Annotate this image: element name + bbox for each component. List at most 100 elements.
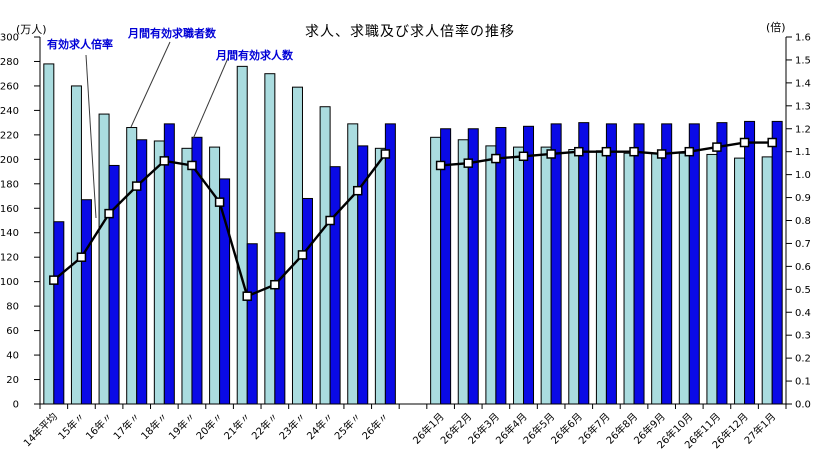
right-axis-tick-label: 1.2 bbox=[795, 124, 811, 135]
ratio-marker bbox=[656, 149, 667, 159]
seekers-bar bbox=[264, 73, 276, 405]
openings-bar bbox=[716, 122, 728, 405]
seekers-bar bbox=[623, 152, 635, 405]
ratio-marker bbox=[463, 158, 474, 168]
left-axis-tick-label: 160 bbox=[0, 204, 19, 215]
seekers-bar bbox=[126, 127, 138, 405]
ratio-marker bbox=[297, 250, 308, 260]
left-axis-tick-label: 120 bbox=[0, 253, 19, 264]
ratio-marker bbox=[601, 146, 612, 157]
category-label: 19年〃 bbox=[166, 410, 198, 442]
openings-bar bbox=[467, 128, 479, 405]
ratio-marker bbox=[684, 146, 695, 157]
openings-bar bbox=[219, 178, 231, 405]
ratio-marker bbox=[574, 146, 584, 157]
seekers-bar bbox=[236, 65, 248, 405]
left-axis-tick-label: 80 bbox=[6, 302, 19, 313]
seekers-bar bbox=[181, 147, 193, 405]
right-axis-tick-label: 0.6 bbox=[795, 262, 811, 273]
category-label: 18年〃 bbox=[138, 410, 170, 442]
left-axis-tick-label: 280 bbox=[0, 57, 19, 68]
right-axis-tick-label: 0.8 bbox=[795, 216, 811, 227]
ratio-marker bbox=[104, 208, 114, 219]
ratio-marker bbox=[131, 181, 142, 191]
right-axis-tick-label: 0.5 bbox=[795, 285, 811, 296]
seekers-bar bbox=[209, 146, 221, 405]
ratio-marker bbox=[242, 291, 252, 301]
right-axis-tick-label: 1.0 bbox=[795, 170, 811, 181]
seekers-bar bbox=[98, 113, 110, 405]
annotation-openings-label: 月間有効求人数 bbox=[216, 49, 293, 62]
ratio-marker bbox=[380, 149, 391, 159]
ratio-marker bbox=[739, 137, 750, 148]
seekers-bar bbox=[319, 106, 331, 405]
right-axis-tick-label: 1.3 bbox=[795, 101, 811, 112]
ratio-leader-line bbox=[85, 54, 97, 219]
left-axis-tick-label: 60 bbox=[6, 326, 19, 337]
category-label: 17年〃 bbox=[110, 410, 142, 442]
openings-bar bbox=[108, 164, 120, 405]
right-axis-tick-label: 0.9 bbox=[795, 193, 811, 204]
openings-bar bbox=[53, 221, 65, 405]
ratio-marker bbox=[214, 197, 225, 207]
annotation-seekers-label: 月間有効求職者数 bbox=[128, 27, 216, 40]
category-label: 14年平均 bbox=[21, 410, 60, 449]
right-axis-tick-label: 0.2 bbox=[795, 354, 811, 365]
category-label: 16年〃 bbox=[83, 410, 115, 442]
seekers-bar bbox=[347, 123, 359, 405]
seekers-bar bbox=[651, 152, 663, 405]
right-axis-tick-label: 0.1 bbox=[795, 377, 811, 388]
left-axis-tick-label: 240 bbox=[0, 106, 19, 117]
ratio-marker bbox=[491, 153, 501, 164]
seekers-bar bbox=[706, 153, 718, 405]
right-axis-tick-label: 1.6 bbox=[795, 33, 811, 44]
left-axis-tick-label: 100 bbox=[0, 277, 19, 288]
left-axis-tick-label: 40 bbox=[6, 351, 19, 362]
seekers-bar bbox=[734, 157, 746, 405]
category-label: 26年〃 bbox=[359, 410, 391, 442]
seekers-bar bbox=[70, 85, 82, 405]
category-label: 25年〃 bbox=[332, 410, 364, 442]
left-axis-tick-label: 140 bbox=[0, 228, 19, 239]
category-label: 15年〃 bbox=[55, 410, 87, 442]
openings-leader-line bbox=[192, 57, 229, 140]
openings-bar bbox=[578, 122, 590, 405]
openings-bar bbox=[688, 123, 700, 405]
seekers-bar bbox=[485, 145, 497, 405]
ratio-marker bbox=[518, 151, 529, 162]
openings-bar bbox=[329, 166, 341, 405]
ratio-marker bbox=[187, 160, 197, 171]
right-axis-tick-label: 0.3 bbox=[795, 331, 811, 342]
ratio-marker bbox=[325, 215, 335, 226]
seekers-leader-line bbox=[130, 41, 171, 128]
openings-bar bbox=[550, 123, 562, 405]
right-axis-tick-label: 1.1 bbox=[795, 147, 811, 158]
ratio-marker bbox=[435, 160, 446, 171]
seekers-bar bbox=[291, 86, 303, 405]
ratio-marker bbox=[629, 146, 639, 157]
seekers-bar bbox=[595, 150, 607, 405]
chart-title: 求人、求職及び求人倍率の推移 bbox=[305, 24, 515, 40]
ratio-marker bbox=[767, 137, 777, 148]
left-axis-tick-label: 20 bbox=[6, 375, 19, 386]
left-axis-tick-label: 0 bbox=[13, 400, 19, 411]
category-label: 22年〃 bbox=[249, 410, 281, 442]
right-axis-tick-label: 0.4 bbox=[795, 308, 811, 319]
left-axis-tick-label: 200 bbox=[0, 155, 19, 166]
right-axis-tick-label: 1.5 bbox=[795, 55, 811, 66]
seekers-bar bbox=[513, 146, 525, 405]
openings-bar bbox=[246, 243, 258, 405]
right-axis-tick-label: 0.0 bbox=[795, 400, 811, 411]
category-label: 20年〃 bbox=[193, 410, 225, 442]
category-label: 21年〃 bbox=[221, 410, 253, 442]
category-label: 23年〃 bbox=[276, 410, 308, 442]
left-axis-unit-label: (万人) bbox=[16, 23, 47, 36]
openings-bar bbox=[301, 197, 313, 405]
seekers-bar bbox=[430, 136, 442, 405]
openings-bar bbox=[274, 232, 286, 405]
right-axis-unit-label: (倍) bbox=[766, 21, 786, 34]
openings-bar bbox=[633, 123, 645, 405]
ratio-marker bbox=[49, 275, 59, 285]
